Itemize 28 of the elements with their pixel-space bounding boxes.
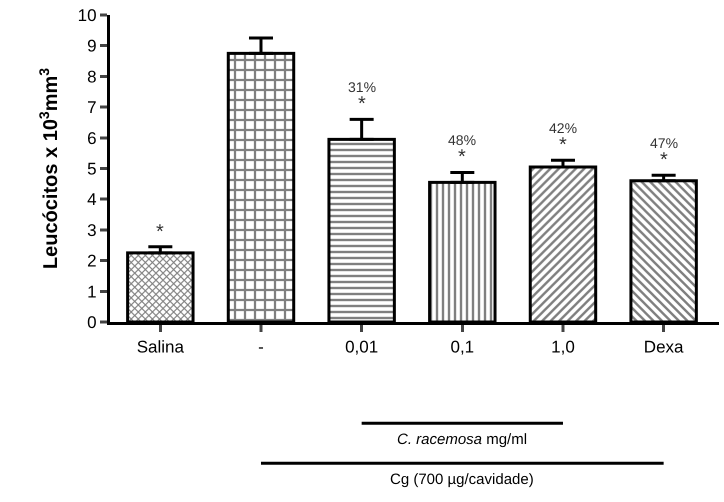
y-tick-label: 1 bbox=[87, 282, 97, 302]
annotation: 47% bbox=[650, 135, 678, 151]
x-tick-label: 0,01 bbox=[345, 337, 378, 356]
annotation: 31% bbox=[348, 79, 376, 95]
y-tick-label: 10 bbox=[78, 6, 97, 25]
x-tick-label: 1,0 bbox=[551, 337, 575, 356]
y-tick-label: 6 bbox=[87, 128, 97, 148]
text: Cg (700 µg/cavidade) bbox=[390, 471, 534, 488]
y-tick-label: 7 bbox=[87, 98, 97, 118]
y-tick-label: 0 bbox=[87, 312, 97, 332]
x-tick-label: Dexa bbox=[644, 337, 684, 356]
x-tick-label: Salina bbox=[136, 337, 184, 356]
y-tick-label: 3 bbox=[87, 220, 97, 240]
y-tick-label: 4 bbox=[87, 190, 97, 210]
annotation: * bbox=[156, 221, 164, 243]
y-tick-label: 2 bbox=[87, 252, 97, 271]
x-tick-label: - bbox=[258, 337, 264, 356]
annotation: 48% bbox=[448, 132, 476, 148]
annotation: 42% bbox=[549, 120, 578, 136]
x-tick-label: 0,1 bbox=[450, 337, 474, 356]
text: C. racemosa mg/ml bbox=[397, 431, 528, 448]
y-tick-label: 9 bbox=[87, 36, 97, 56]
y-tick-label: 5 bbox=[87, 159, 97, 178]
annotation: * bbox=[458, 146, 466, 168]
annotation: * bbox=[660, 149, 668, 171]
annotation: * bbox=[358, 93, 366, 115]
y-tick-label: 8 bbox=[87, 67, 97, 86]
annotation: * bbox=[559, 134, 567, 156]
